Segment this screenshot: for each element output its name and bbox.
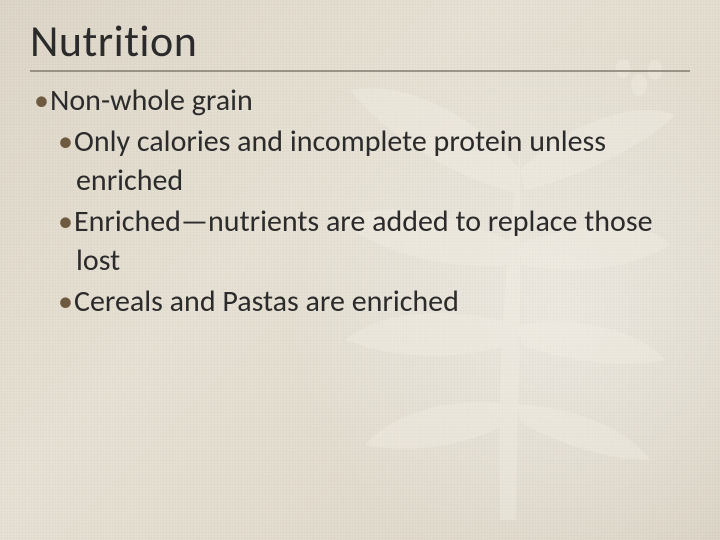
list-item-text: Cereals and Pastas are enriched [74,283,459,320]
list-item: •Enriched—nutrients are added to replace… [30,202,690,280]
list-item: •Only calories and incomplete protein un… [30,122,690,200]
bullet-icon: • [58,202,74,241]
bullet-icon: • [34,82,50,120]
bullet-list: •Non-whole grain •Only calories and inco… [30,82,690,321]
slide-title: Nutrition [30,18,690,64]
bullet-icon: • [58,122,74,161]
list-item-text: Non-whole grain [50,82,253,119]
bullet-icon: • [58,282,74,321]
list-item-text: Enriched—nutrients are added to replace … [74,203,653,279]
list-item-text: Only calories and incomplete protein unl… [74,123,606,199]
slide-content: Nutrition •Non-whole grain •Only calorie… [0,0,720,321]
title-underline [30,70,690,72]
list-item: •Cereals and Pastas are enriched [30,282,690,321]
list-item: •Non-whole grain [30,82,690,120]
